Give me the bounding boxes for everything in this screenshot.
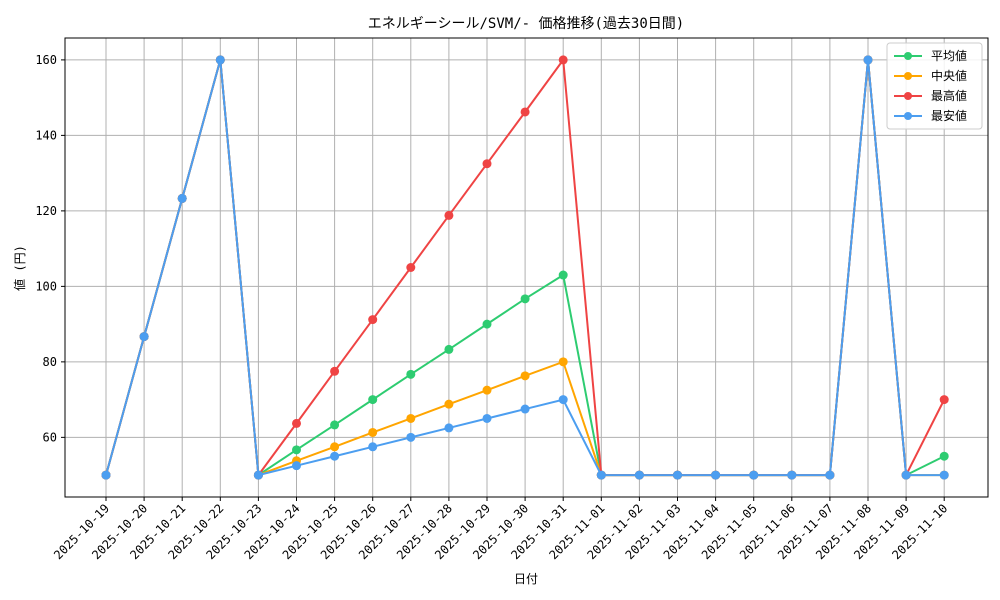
- data-point: [406, 432, 416, 442]
- y-tick-label: 80: [43, 355, 57, 369]
- plot-frame: [64, 37, 989, 498]
- data-point: [520, 107, 530, 117]
- data-point: [558, 395, 568, 405]
- legend-item: 最安値: [894, 108, 967, 123]
- data-point: [368, 395, 378, 405]
- data-point: [520, 404, 530, 414]
- data-point: [520, 371, 530, 381]
- data-point: [558, 357, 568, 367]
- legend-marker: [904, 52, 912, 60]
- y-axis: 60 80 100 120 140 160: [35, 53, 65, 444]
- data-point: [558, 270, 568, 280]
- data-point: [749, 470, 759, 480]
- legend-marker: [904, 92, 912, 100]
- y-tick-label: 120: [35, 204, 57, 218]
- data-point: [292, 418, 301, 428]
- data-point: [444, 423, 454, 433]
- x-axis: 2025-10-192025-10-202025-10-212025-10-22…: [51, 497, 950, 562]
- data-point: [482, 319, 492, 329]
- data-point: [406, 369, 416, 379]
- data-point: [711, 470, 721, 480]
- legend-marker: [904, 112, 912, 120]
- data-point: [406, 413, 416, 423]
- data-point: [482, 159, 492, 169]
- data-point: [863, 55, 873, 65]
- data-point: [596, 470, 606, 480]
- x-axis-label: 日付: [514, 572, 538, 586]
- legend-label: 最高値: [931, 88, 967, 103]
- data-point: [444, 344, 454, 354]
- legend-item: 最高値: [894, 88, 967, 103]
- data-point: [368, 442, 378, 452]
- data-point: [520, 294, 530, 304]
- series-layer: [101, 55, 949, 480]
- y-tick-label: 100: [35, 279, 57, 293]
- series-3: [101, 55, 949, 480]
- data-point: [558, 55, 568, 65]
- data-point: [673, 470, 682, 480]
- data-point: [939, 470, 949, 480]
- data-point: [368, 427, 378, 437]
- legend-marker: [904, 72, 912, 80]
- y-tick-label: 160: [35, 53, 57, 67]
- data-point: [482, 413, 492, 423]
- data-point: [368, 315, 378, 325]
- legend-item: 平均値: [894, 48, 967, 63]
- data-point: [406, 263, 416, 272]
- y-axis-label: 値 (円): [12, 245, 27, 291]
- data-point: [939, 451, 949, 461]
- data-point: [444, 399, 454, 409]
- data-point: [330, 420, 340, 430]
- data-point: [330, 442, 340, 452]
- legend-box: [886, 42, 983, 130]
- legend-label: 中央値: [931, 68, 967, 83]
- data-point: [825, 470, 835, 480]
- data-point: [330, 451, 340, 461]
- data-point: [101, 470, 111, 480]
- legend-item: 中央値: [894, 68, 967, 83]
- data-point: [482, 385, 492, 395]
- data-point: [292, 445, 301, 455]
- y-tick-label: 60: [43, 430, 57, 444]
- data-point: [330, 366, 340, 376]
- data-point: [139, 332, 149, 342]
- data-point: [215, 55, 225, 65]
- data-point: [787, 470, 797, 480]
- data-point: [444, 210, 454, 220]
- data-point: [177, 193, 187, 203]
- data-point: [253, 470, 263, 480]
- data-point: [292, 461, 301, 471]
- y-tick-label: 140: [35, 128, 57, 142]
- legend-label: 平均値: [931, 48, 967, 63]
- data-point: [939, 395, 949, 405]
- chart-title: エネルギーシール/SVM/- 価格推移(過去30日間): [368, 16, 684, 32]
- data-point: [634, 470, 644, 480]
- data-point: [901, 470, 911, 480]
- legend-label: 最安値: [931, 108, 967, 123]
